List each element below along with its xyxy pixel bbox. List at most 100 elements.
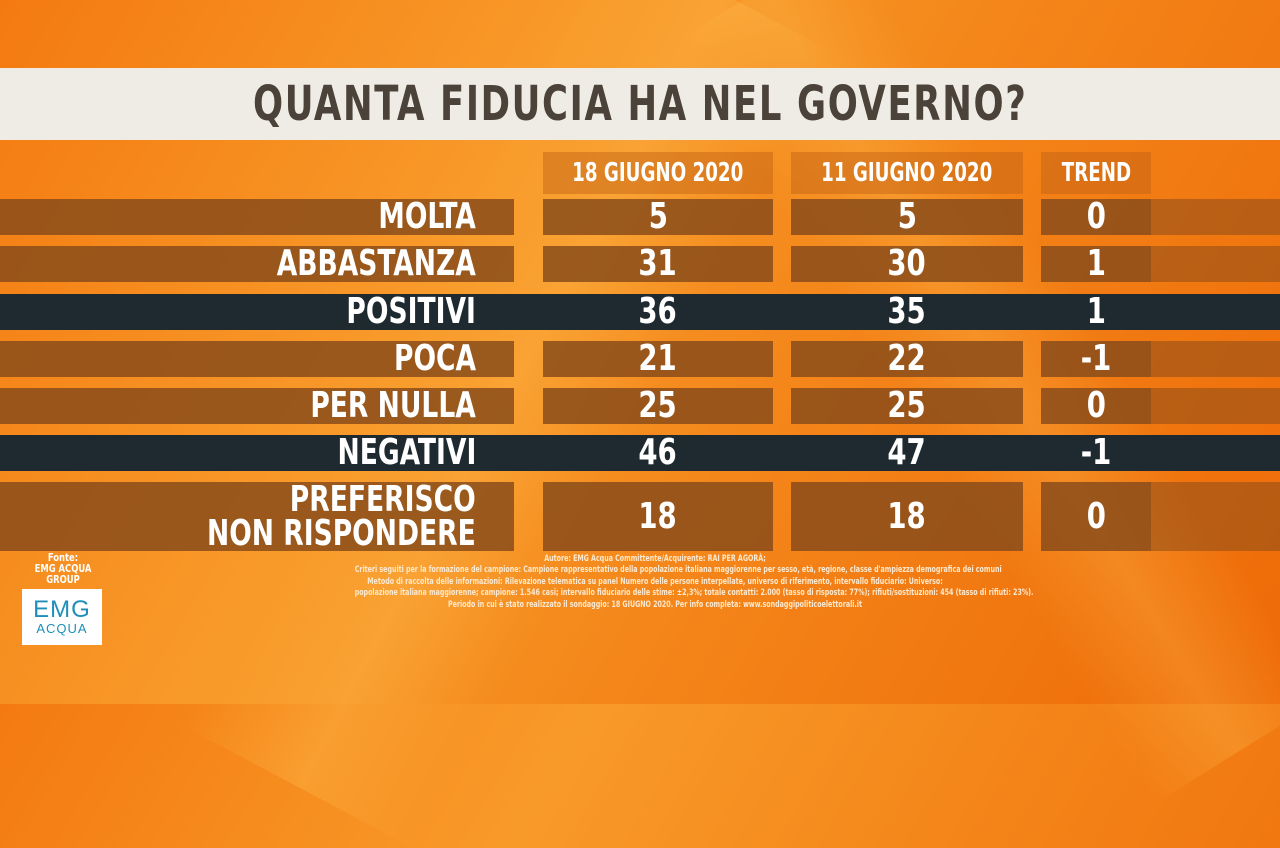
value-label: 47 xyxy=(887,432,927,473)
cell-bg xyxy=(1041,341,1151,377)
column-header-bg xyxy=(1041,152,1151,194)
column-header-label: 11 GIUGNO 2020 xyxy=(821,158,993,188)
highlight-row-band xyxy=(0,294,1280,330)
value-label: 22 xyxy=(887,338,927,379)
page-title: QUANTA FIDUCIA HA NEL GOVERNO? xyxy=(252,76,1028,132)
column-header: 18 GIUGNO 2020 xyxy=(543,152,773,194)
row-label-line: PREFERISCO xyxy=(290,478,476,520)
note-line: Periodo in cui è stato realizzato il son… xyxy=(447,599,862,610)
column-header-bg xyxy=(543,152,773,194)
value-label: 5 xyxy=(648,196,668,237)
cell-bg xyxy=(543,341,773,377)
row-label: NEGATIVI xyxy=(0,435,476,471)
row-label: POCA xyxy=(0,341,476,377)
row-label: POSITIVI xyxy=(0,294,476,330)
source-logo-area: Fonte: EMG ACQUA GROUP EMG ACQUA xyxy=(22,552,104,645)
value-cell: 22 xyxy=(791,341,1023,377)
column-header-label: 18 GIUGNO 2020 xyxy=(572,158,744,188)
cell-bg xyxy=(791,341,1023,377)
value-label: 0 xyxy=(1086,385,1106,426)
value-label: 36 xyxy=(638,291,678,332)
note-line: Criteri seguiti per la formazione del ca… xyxy=(354,565,1002,576)
value-cell: 47 xyxy=(791,435,1023,471)
logo-sub-text: ACQUA xyxy=(36,621,88,636)
value-label: -1 xyxy=(1080,338,1112,379)
value-label: 31 xyxy=(638,243,678,284)
value-cell: 36 xyxy=(543,294,773,330)
row-label: PER NULLA xyxy=(0,388,476,424)
row-label-line: PER NULLA xyxy=(310,385,476,426)
cell-bg xyxy=(543,199,773,235)
note-line: Autore: EMG Acqua Committente/Acquirente… xyxy=(544,554,766,564)
row-label-bg xyxy=(0,341,514,377)
value-cell: 31 xyxy=(543,246,773,282)
value-label: 0 xyxy=(1086,496,1106,537)
cell-bg xyxy=(791,246,1023,282)
cell-bg xyxy=(1041,482,1151,551)
row-tail-bg xyxy=(1151,388,1280,424)
note-line: popolazione italiana maggiorenne; campio… xyxy=(354,588,1034,599)
value-cell: 5 xyxy=(543,199,773,235)
column-header-label: TREND xyxy=(1061,158,1131,188)
cell-bg xyxy=(1041,246,1151,282)
column-header: TREND xyxy=(1041,152,1151,194)
cell-bg xyxy=(543,388,773,424)
row-tail-bg xyxy=(1151,341,1280,377)
row-tail-bg xyxy=(1151,482,1280,551)
value-label: 1 xyxy=(1086,291,1106,332)
cell-bg xyxy=(543,246,773,282)
row-label: MOLTA xyxy=(0,199,476,235)
value-label: 5 xyxy=(897,196,917,237)
row-label: PREFERISCO NON RISPONDERE xyxy=(0,478,476,554)
cell-bg xyxy=(791,482,1023,551)
value-label: -1 xyxy=(1080,432,1112,473)
row-label-bg xyxy=(0,482,514,551)
value-label: 30 xyxy=(887,243,927,284)
emg-acqua-logo: EMG ACQUA xyxy=(22,589,102,645)
row-tail-bg xyxy=(1151,199,1280,235)
row-label-bg xyxy=(0,246,514,282)
cell-bg xyxy=(791,199,1023,235)
value-label: 1 xyxy=(1086,243,1106,284)
value-cell: 0 xyxy=(1041,388,1151,424)
row-label-line: POCA xyxy=(393,338,476,379)
value-cell: 21 xyxy=(543,341,773,377)
value-cell: -1 xyxy=(1041,435,1151,471)
cell-bg xyxy=(791,388,1023,424)
value-label: 18 xyxy=(887,496,927,537)
column-header-bg xyxy=(791,152,1023,194)
value-label: 21 xyxy=(638,338,678,379)
value-cell: 35 xyxy=(791,294,1023,330)
highlight-row-band xyxy=(0,435,1280,471)
row-tail-bg xyxy=(1151,246,1280,282)
value-cell: -1 xyxy=(1041,341,1151,377)
cell-bg xyxy=(543,482,773,551)
value-cell: 46 xyxy=(543,435,773,471)
value-label: 18 xyxy=(638,496,678,537)
value-cell: 18 xyxy=(543,482,773,551)
value-label: 0 xyxy=(1086,196,1106,237)
cell-bg xyxy=(1041,199,1151,235)
row-label: ABBASTANZA xyxy=(0,246,476,282)
logo-main-text: EMG xyxy=(33,596,91,623)
source-label: Fonte: xyxy=(47,551,79,564)
value-cell: 25 xyxy=(791,388,1023,424)
row-label-line: NEGATIVI xyxy=(337,432,476,473)
value-cell: 1 xyxy=(1041,294,1151,330)
value-cell: 0 xyxy=(1041,199,1151,235)
row-label-line: NON RISPONDERE xyxy=(207,512,476,554)
column-header: 11 GIUGNO 2020 xyxy=(791,152,1023,194)
methodology-notes: Autore: EMG Acqua Committente/Acquirente… xyxy=(270,554,1040,611)
value-cell: 30 xyxy=(791,246,1023,282)
value-cell: 5 xyxy=(791,199,1023,235)
row-label-bg xyxy=(0,388,514,424)
row-label-bg xyxy=(0,199,514,235)
value-cell: 25 xyxy=(543,388,773,424)
value-cell: 1 xyxy=(1041,246,1151,282)
row-label-line: ABBASTANZA xyxy=(276,243,476,284)
note-line: Metodo di raccolta delle informazioni: R… xyxy=(367,576,943,587)
value-label: 46 xyxy=(638,432,678,473)
value-cell: 0 xyxy=(1041,482,1151,551)
value-label: 25 xyxy=(887,385,927,426)
source-group: EMG ACQUA GROUP xyxy=(34,562,92,586)
